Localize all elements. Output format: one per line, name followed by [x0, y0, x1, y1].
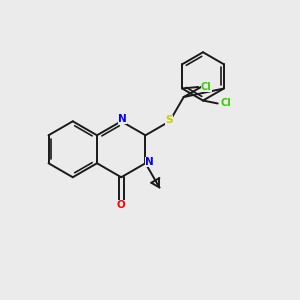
Text: S: S: [165, 115, 173, 125]
Text: N: N: [118, 114, 127, 124]
Text: O: O: [117, 200, 126, 210]
Text: Cl: Cl: [201, 82, 211, 92]
Text: Cl: Cl: [220, 98, 231, 109]
Text: N: N: [146, 157, 154, 167]
